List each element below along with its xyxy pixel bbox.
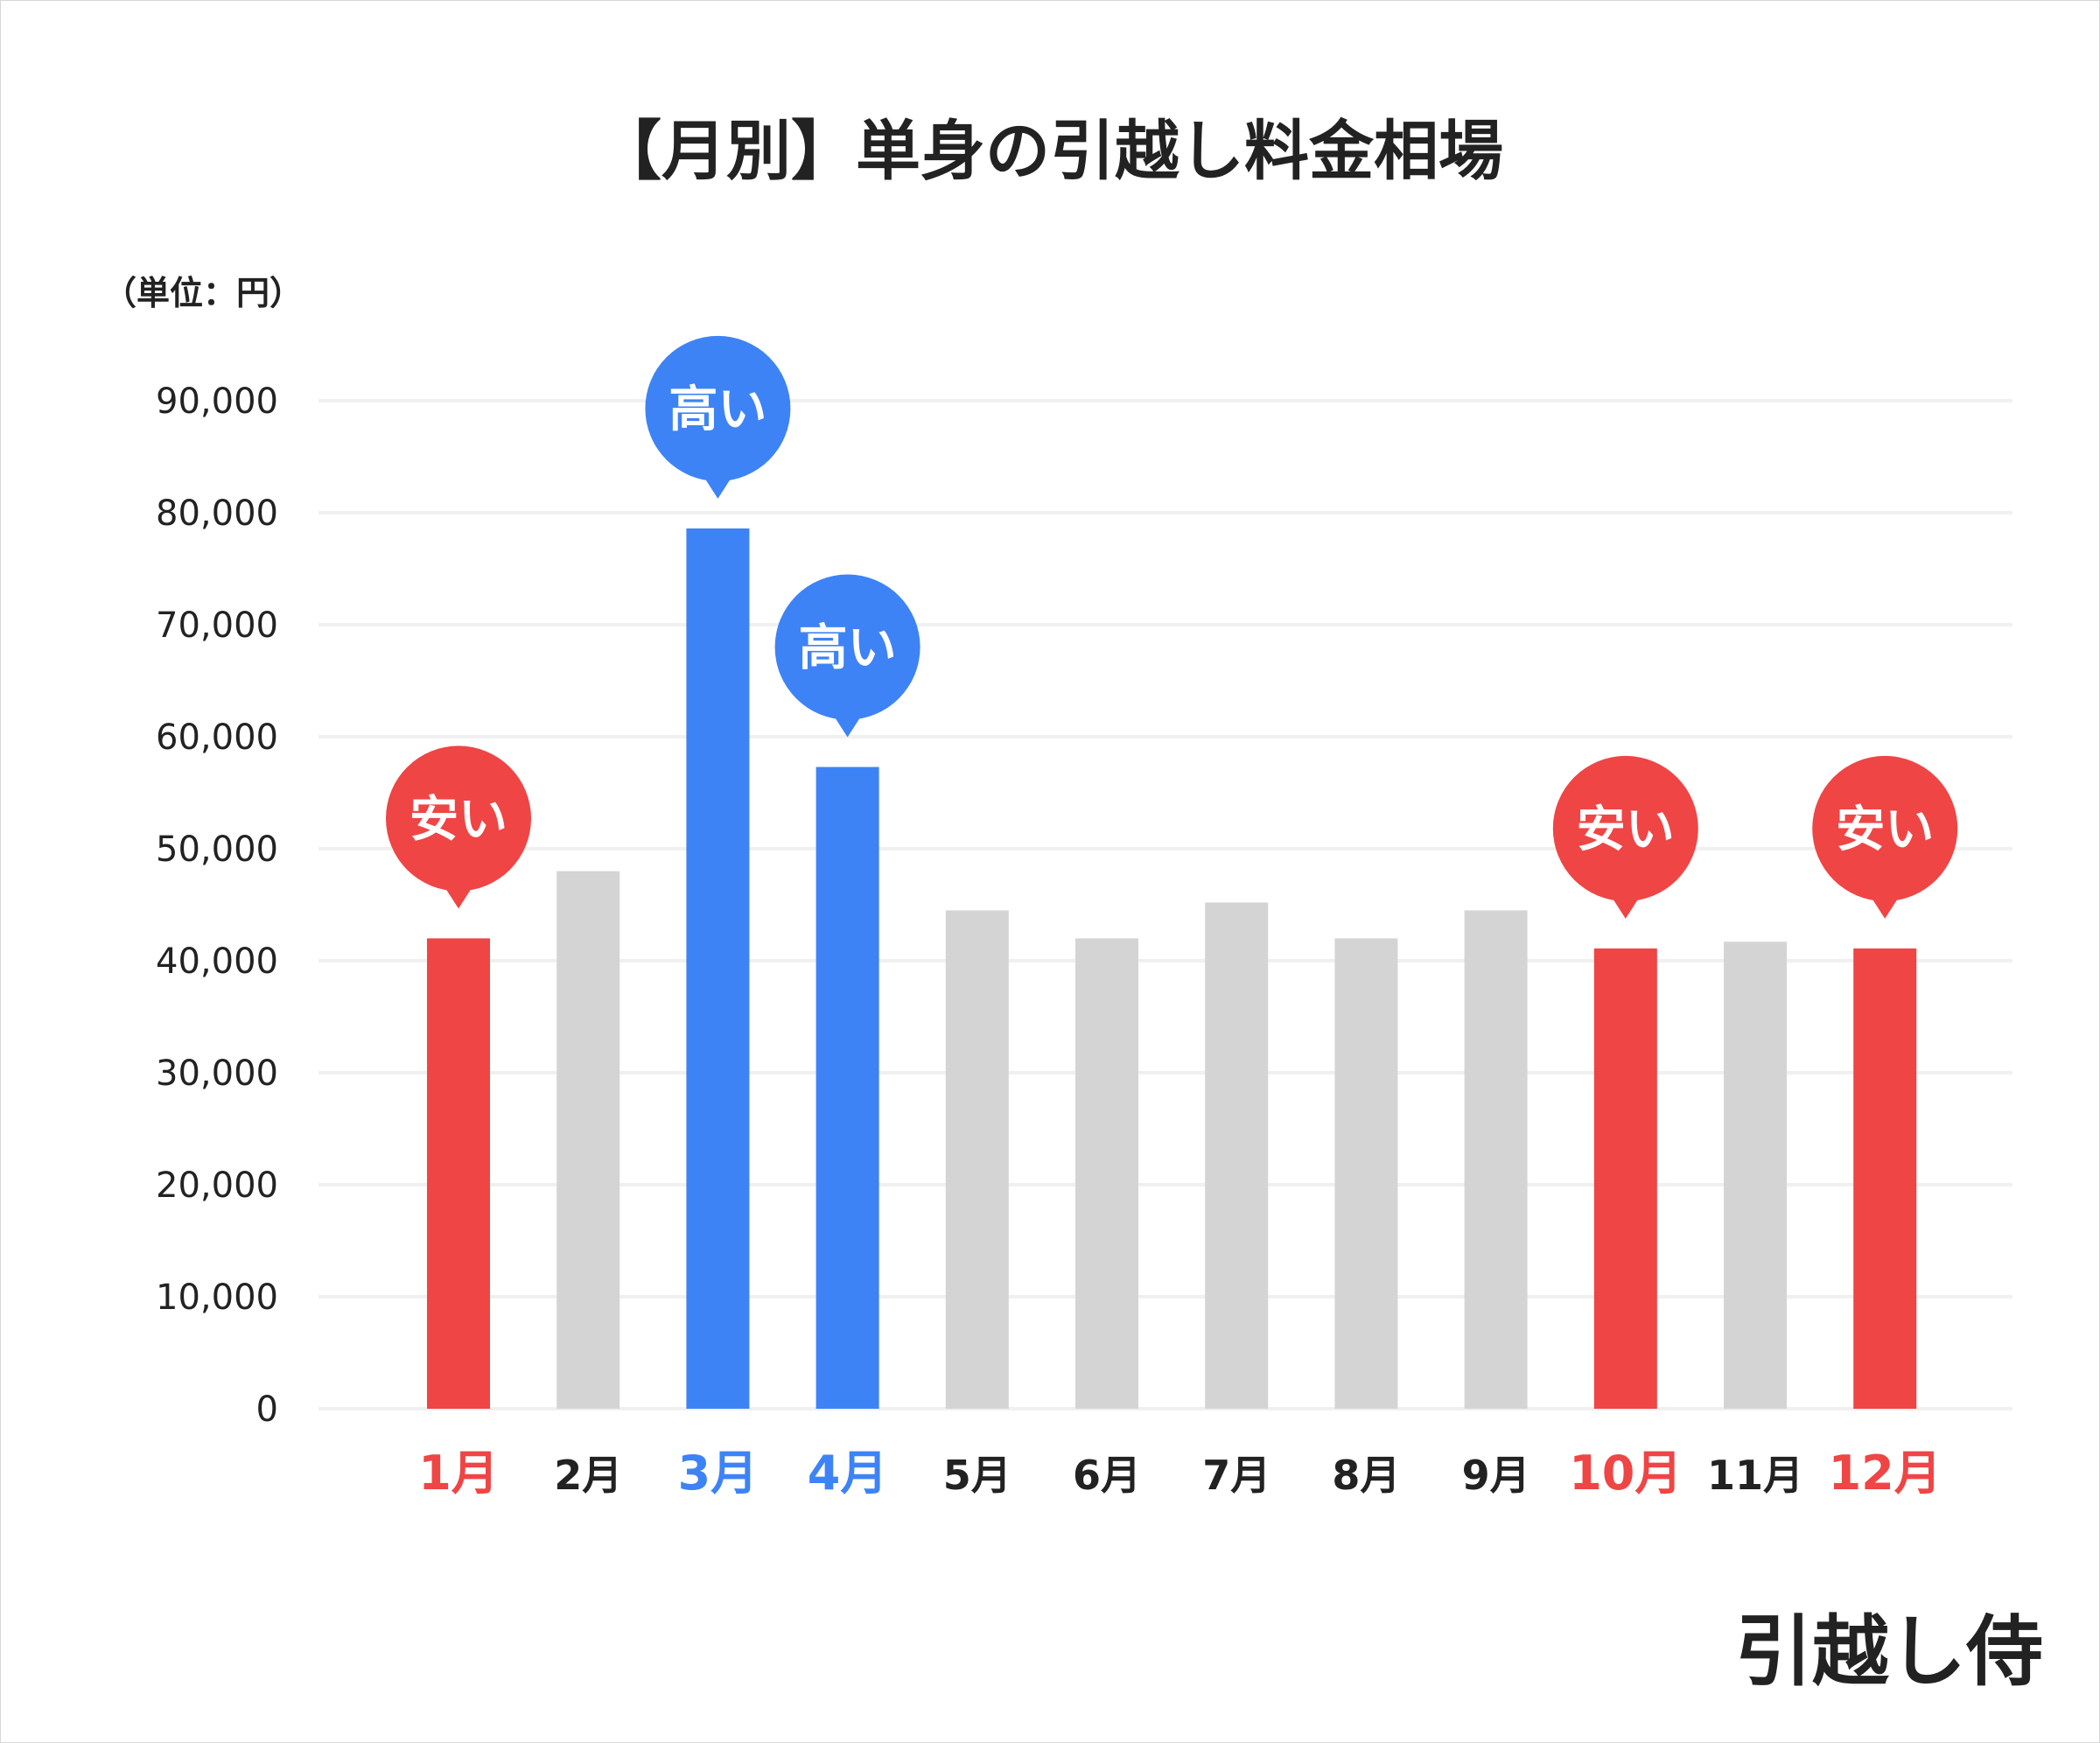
- bubble-label: 高い: [668, 382, 766, 438]
- callout-bubble-low: 安い: [1812, 755, 1958, 919]
- x-tick-label: 12月: [1829, 1446, 1942, 1501]
- bar-4月: [816, 766, 879, 1409]
- y-tick-label: 20,000: [156, 1166, 278, 1206]
- bar-12月: [1853, 948, 1917, 1409]
- bubble-tail: [1869, 893, 1901, 919]
- y-tick-label: 40,000: [156, 942, 278, 982]
- bar-11月: [1724, 942, 1787, 1409]
- x-tick-label: 6月: [1073, 1452, 1141, 1499]
- bubble-circle: [774, 574, 920, 720]
- bubble-label: 安い: [1836, 802, 1934, 858]
- callout-bubble-high: 高い: [645, 335, 791, 499]
- bubble-circle: [1812, 755, 1958, 901]
- x-tick-label: 11月: [1707, 1452, 1803, 1499]
- bubble-label: 高い: [799, 620, 897, 677]
- y-tick-label: 90,000: [156, 382, 278, 422]
- bar-9月: [1464, 910, 1528, 1409]
- bar-1月: [427, 938, 490, 1409]
- bubble-circle: [386, 746, 531, 892]
- bar-6月: [1075, 938, 1138, 1409]
- bubble-label: 安い: [1577, 802, 1675, 858]
- gridline: [318, 1071, 2012, 1074]
- logo: 引越し侍: [1735, 1606, 2043, 1697]
- bubble-tail: [702, 473, 734, 499]
- bar-8月: [1334, 938, 1398, 1409]
- y-tick-label: 0: [256, 1390, 278, 1430]
- callout-bubble-low: 安い: [1552, 755, 1698, 919]
- bar-5月: [945, 910, 1009, 1409]
- gridline: [318, 1407, 2012, 1410]
- y-tick-label: 80,000: [156, 494, 278, 534]
- x-tick-label: 1月: [418, 1446, 499, 1501]
- chart-title: 【月別】単身の引越し料金相場: [597, 114, 1503, 189]
- gridline: [318, 511, 2012, 514]
- y-tick-label: 70,000: [156, 606, 278, 646]
- x-tick-label: 9月: [1462, 1452, 1530, 1499]
- callout-bubble-low: 安い: [386, 746, 531, 909]
- gridline: [318, 847, 2012, 850]
- bar-2月: [556, 871, 620, 1409]
- bubble-circle: [645, 335, 791, 481]
- bar-10月: [1593, 948, 1657, 1409]
- bar-7月: [1205, 902, 1269, 1409]
- x-tick-label: 5月: [943, 1452, 1012, 1499]
- x-tick-label: 3月: [678, 1446, 759, 1501]
- x-tick-label: 10月: [1569, 1446, 1682, 1501]
- bubble-label: 安い: [410, 791, 508, 848]
- gridline: [318, 959, 2012, 962]
- bubble-tail: [1609, 893, 1642, 919]
- gridline: [318, 1183, 2012, 1186]
- x-tick-label: 8月: [1332, 1452, 1400, 1499]
- bubble-tail: [831, 712, 864, 738]
- x-tick-label: 4月: [808, 1446, 888, 1501]
- gridline: [318, 399, 2012, 402]
- y-tick-label: 50,000: [156, 830, 278, 870]
- callout-bubble-high: 高い: [774, 574, 920, 738]
- unit-label: （単位：円）: [103, 274, 303, 312]
- y-tick-label: 30,000: [156, 1054, 278, 1094]
- bar-3月: [686, 528, 750, 1409]
- y-tick-label: 60,000: [156, 718, 278, 758]
- x-tick-label: 2月: [554, 1452, 622, 1499]
- x-tick-label: 7月: [1202, 1452, 1270, 1499]
- gridline: [318, 623, 2012, 626]
- gridline: [318, 1295, 2012, 1298]
- y-tick-label: 10,000: [156, 1278, 278, 1318]
- bubble-tail: [443, 884, 474, 909]
- bubble-circle: [1552, 755, 1698, 901]
- gridline: [318, 735, 2012, 738]
